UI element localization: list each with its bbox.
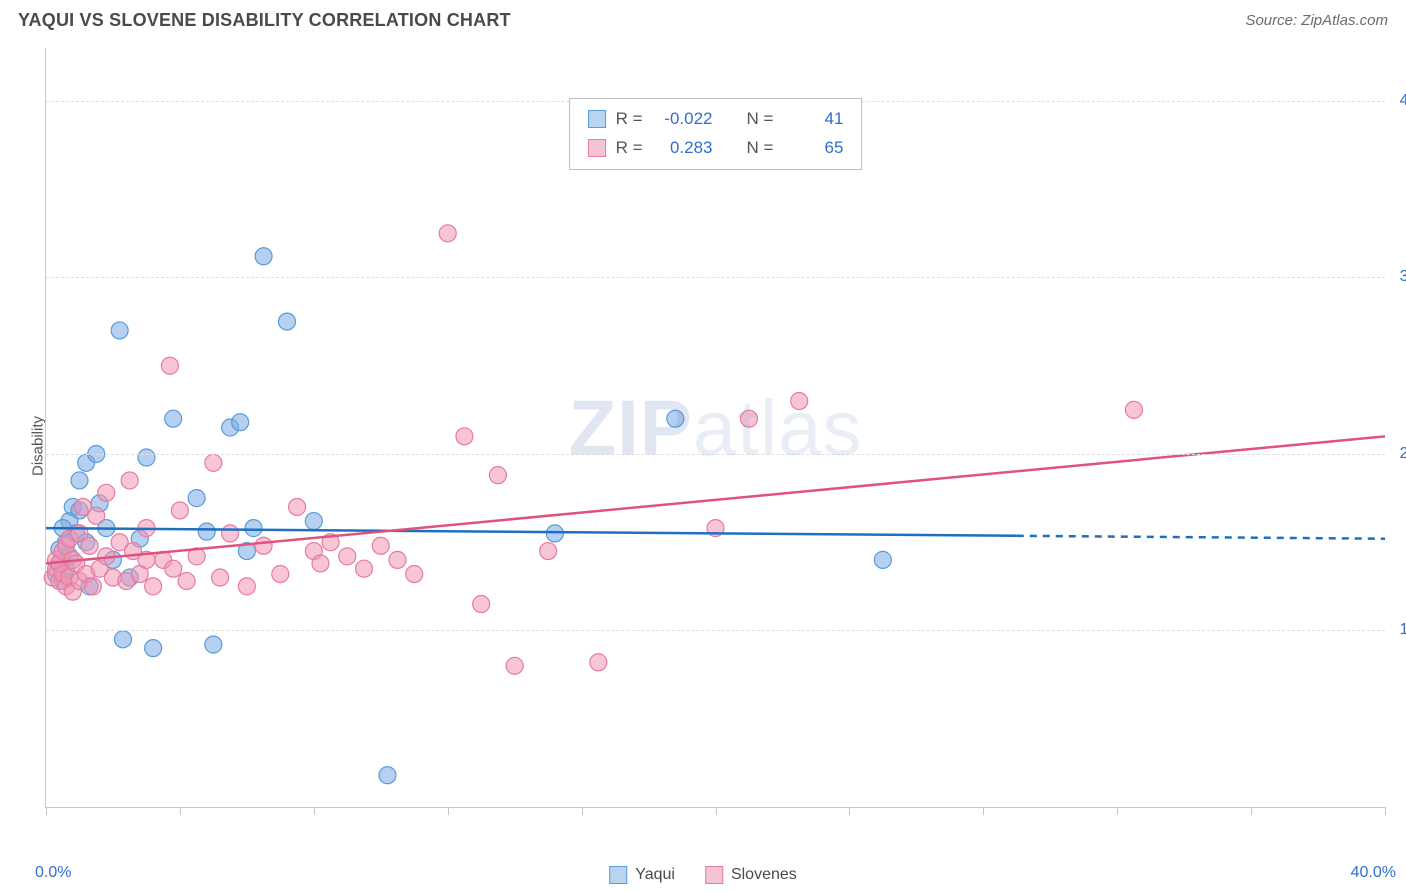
y-axis-label: Disability bbox=[30, 416, 47, 476]
trend-line bbox=[46, 528, 1017, 536]
data-point bbox=[439, 225, 456, 242]
x-tick bbox=[582, 807, 583, 815]
data-point bbox=[456, 428, 473, 445]
data-point bbox=[212, 569, 229, 586]
gridline-h bbox=[46, 630, 1385, 631]
x-tick bbox=[716, 807, 717, 815]
r-label: R = bbox=[616, 105, 643, 134]
gridline-h bbox=[46, 277, 1385, 278]
data-point bbox=[84, 578, 101, 595]
data-point bbox=[88, 507, 105, 524]
data-point bbox=[356, 560, 373, 577]
data-point bbox=[473, 596, 490, 613]
data-point bbox=[255, 248, 272, 265]
data-point bbox=[312, 555, 329, 572]
data-point bbox=[540, 543, 557, 560]
data-point bbox=[165, 410, 182, 427]
r-label-2: R = bbox=[616, 134, 643, 163]
x-tick bbox=[849, 807, 850, 815]
data-point bbox=[506, 657, 523, 674]
x-tick bbox=[1251, 807, 1252, 815]
data-point bbox=[232, 414, 249, 431]
data-point bbox=[874, 551, 891, 568]
r-value-1: -0.022 bbox=[653, 105, 713, 134]
data-point bbox=[590, 654, 607, 671]
x-tick bbox=[448, 807, 449, 815]
data-point bbox=[205, 454, 222, 471]
data-point bbox=[489, 467, 506, 484]
data-point bbox=[305, 513, 322, 530]
data-point bbox=[406, 566, 423, 583]
data-point bbox=[279, 313, 296, 330]
x-tick bbox=[1117, 807, 1118, 815]
data-point bbox=[161, 357, 178, 374]
legend-label-2: Slovenes bbox=[731, 866, 797, 884]
data-point bbox=[1125, 401, 1142, 418]
data-point bbox=[114, 631, 131, 648]
swatch-series-1 bbox=[588, 110, 606, 128]
data-point bbox=[289, 498, 306, 515]
chart-header: YAQUI VS SLOVENE DISABILITY CORRELATION … bbox=[0, 0, 1406, 37]
x-tick bbox=[180, 807, 181, 815]
data-point bbox=[171, 502, 188, 519]
legend-label-1: Yaqui bbox=[635, 866, 675, 884]
data-point bbox=[255, 537, 272, 554]
x-axis-min-label: 0.0% bbox=[35, 864, 71, 882]
data-point bbox=[339, 548, 356, 565]
y-tick-label: 30.0% bbox=[1390, 268, 1406, 286]
trend-line bbox=[46, 436, 1385, 563]
data-point bbox=[245, 520, 262, 537]
r-value-2: 0.283 bbox=[653, 134, 713, 163]
x-tick bbox=[314, 807, 315, 815]
n-value-2: 65 bbox=[783, 134, 843, 163]
data-point bbox=[188, 490, 205, 507]
data-point bbox=[667, 410, 684, 427]
x-tick bbox=[46, 807, 47, 815]
x-tick bbox=[1385, 807, 1386, 815]
chart-source: Source: ZipAtlas.com bbox=[1245, 12, 1388, 29]
data-point bbox=[145, 640, 162, 657]
data-point bbox=[145, 578, 162, 595]
data-point bbox=[222, 525, 239, 542]
x-tick bbox=[983, 807, 984, 815]
trend-line-extrapolated bbox=[1017, 536, 1385, 539]
legend-item-1: Yaqui bbox=[609, 866, 675, 884]
data-point bbox=[165, 560, 182, 577]
n-label-2: N = bbox=[747, 134, 774, 163]
y-tick-label: 20.0% bbox=[1390, 445, 1406, 463]
plot-area: ZIPatlas R = -0.022 N = 41 R = 0.283 N =… bbox=[45, 48, 1385, 808]
y-tick-label: 10.0% bbox=[1390, 621, 1406, 639]
stats-row-1: R = -0.022 N = 41 bbox=[588, 105, 844, 134]
data-point bbox=[205, 636, 222, 653]
data-point bbox=[272, 566, 289, 583]
data-point bbox=[81, 537, 98, 554]
legend-swatch-2 bbox=[705, 866, 723, 884]
chart-title: YAQUI VS SLOVENE DISABILITY CORRELATION … bbox=[18, 10, 511, 31]
legend-item-2: Slovenes bbox=[705, 866, 797, 884]
data-point bbox=[98, 484, 115, 501]
n-value-1: 41 bbox=[783, 105, 843, 134]
data-point bbox=[379, 767, 396, 784]
data-point bbox=[372, 537, 389, 554]
data-point bbox=[238, 578, 255, 595]
data-point bbox=[111, 322, 128, 339]
data-point bbox=[71, 472, 88, 489]
gridline-h bbox=[46, 454, 1385, 455]
data-point bbox=[791, 393, 808, 410]
y-tick-label: 40.0% bbox=[1390, 92, 1406, 110]
data-point bbox=[389, 551, 406, 568]
legend-swatch-1 bbox=[609, 866, 627, 884]
data-point bbox=[121, 472, 138, 489]
n-label: N = bbox=[747, 105, 774, 134]
bottom-legend: Yaqui Slovenes bbox=[609, 866, 797, 884]
data-point bbox=[178, 573, 195, 590]
swatch-series-2 bbox=[588, 139, 606, 157]
data-point bbox=[138, 449, 155, 466]
data-point bbox=[740, 410, 757, 427]
stats-legend-box: R = -0.022 N = 41 R = 0.283 N = 65 bbox=[569, 98, 863, 170]
stats-row-2: R = 0.283 N = 65 bbox=[588, 134, 844, 163]
data-point bbox=[198, 523, 215, 540]
x-axis-max-label: 40.0% bbox=[1351, 864, 1396, 882]
